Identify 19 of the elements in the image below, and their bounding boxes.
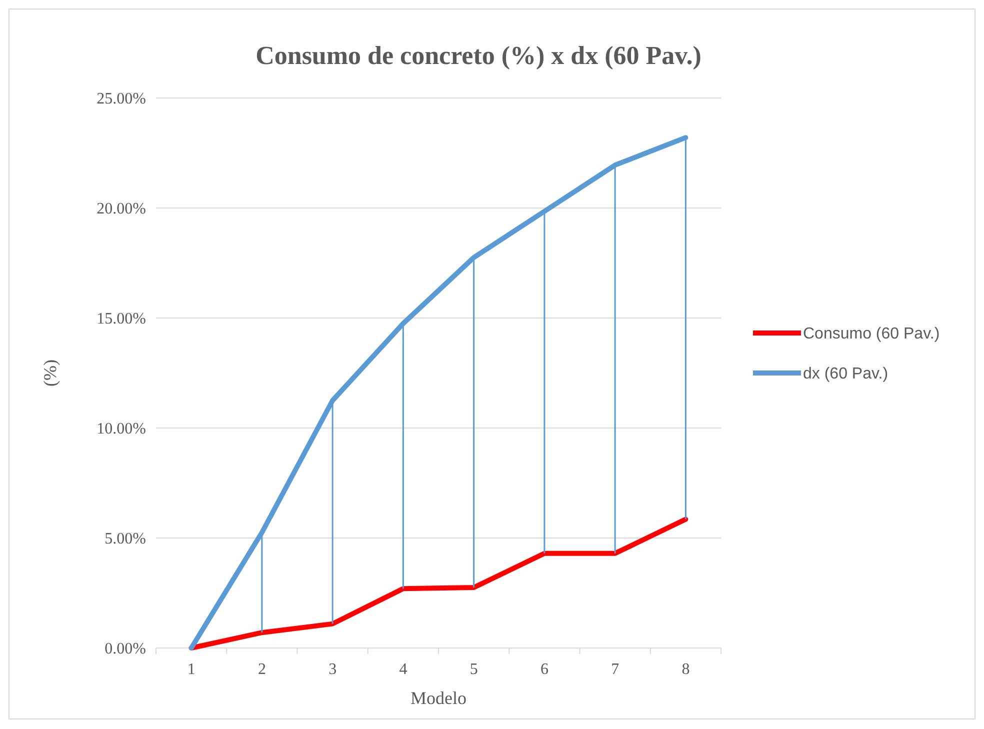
x-axis-title: Modelo — [410, 688, 466, 708]
chart-title: Consumo de concreto (%) x dx (60 Pav.) — [256, 41, 702, 70]
legend-label: dx (60 Pav.) — [803, 366, 888, 383]
x-tick-label: 7 — [611, 661, 620, 678]
y-tick-label: 10.00% — [96, 420, 146, 438]
y-tick-label: 0.00% — [104, 640, 146, 658]
y-tick-label: 15.00% — [96, 310, 146, 328]
x-tick-label: 2 — [258, 661, 266, 678]
x-tick-label: 6 — [540, 661, 548, 678]
x-tick-label: 4 — [399, 661, 408, 678]
y-tick-label: 20.00% — [96, 200, 146, 218]
legend-label: Consumo (60 Pav.) — [803, 326, 940, 343]
y-axis-title: (%) — [40, 360, 60, 386]
x-tick-label: 5 — [470, 661, 478, 678]
y-tick-label: 5.00% — [104, 530, 146, 548]
y-tick-label: 25.00% — [96, 90, 146, 108]
x-tick-label: 8 — [682, 661, 690, 678]
x-tick-label: 1 — [187, 661, 196, 678]
x-tick-label: 3 — [328, 661, 337, 678]
